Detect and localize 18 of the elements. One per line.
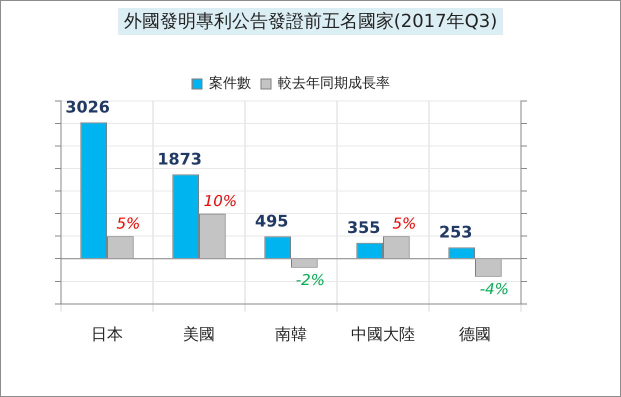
data-label: 10%: [204, 192, 238, 210]
data-label: -2%: [296, 271, 325, 290]
x-tick-label: 美國: [183, 324, 215, 344]
data-label: 1873: [157, 149, 202, 168]
legend-label: 較去年同期成長率: [278, 76, 390, 92]
x-tick-label: 南韓: [275, 324, 307, 344]
data-label: 495: [254, 212, 288, 231]
x-tick-label: 德國: [459, 324, 491, 344]
data-label: 3026: [65, 98, 110, 117]
data-label: 355: [346, 218, 380, 237]
data-label: 5%: [116, 214, 140, 233]
x-tick-label: 日本: [91, 324, 123, 344]
x-tick-label: 中國大陸: [351, 324, 415, 344]
chart-title: 外國發明專利公告發證前五名國家(2017年Q3): [118, 8, 504, 35]
data-label: 5%: [392, 214, 416, 233]
data-label: 253: [438, 222, 472, 242]
data-label: -4%: [480, 280, 509, 298]
legend-label: 案件數: [209, 74, 251, 92]
